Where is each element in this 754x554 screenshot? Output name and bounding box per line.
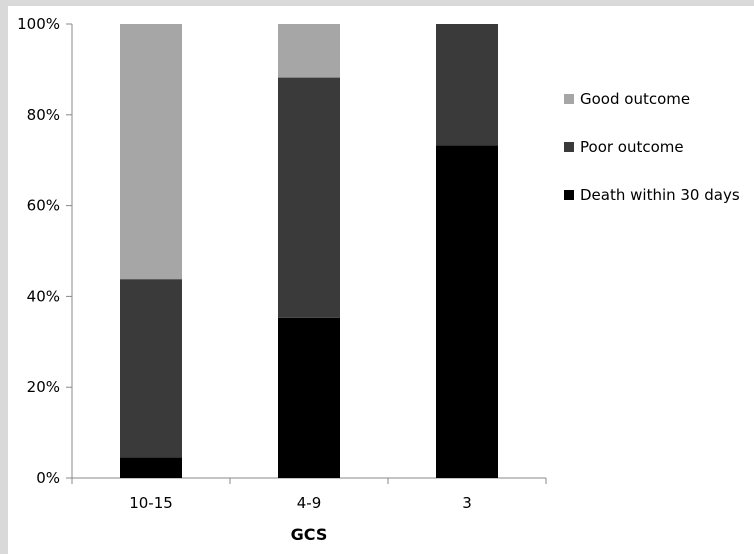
x-axis-ticks: 10-15 4-9 3	[71, 478, 547, 512]
stacked-bar-chart: 0% 20% 40% 60% 80% 100% 10-15 4-9 3 GCS Good ou…	[17, 15, 740, 544]
bar-segment-poor-outcome	[120, 279, 182, 458]
y-axis-ticks: 0% 20% 40% 60% 80% 100%	[17, 15, 72, 487]
legend-label: Death within 30 days	[580, 186, 740, 204]
y-tick-label: 20%	[27, 378, 60, 396]
x-tick-label: 3	[462, 494, 472, 512]
y-tick-label: 0%	[36, 469, 60, 487]
bar-segment-good-outcome	[120, 24, 182, 280]
legend: Good outcome Poor outcome Death within 30 …	[564, 90, 740, 204]
x-tick-label: 10-15	[129, 494, 173, 512]
bar-segment-good-outcome	[278, 24, 340, 78]
bar-segment-death-within-30-days	[120, 457, 182, 478]
y-tick-label: 60%	[27, 197, 60, 215]
legend-label: Good outcome	[580, 90, 690, 108]
y-tick-label: 40%	[27, 287, 60, 305]
bar-segment-death-within-30-days	[436, 145, 498, 478]
bar-segment-poor-outcome	[278, 77, 340, 318]
legend-label: Poor outcome	[580, 138, 684, 156]
y-tick-label: 100%	[17, 15, 60, 33]
bar-segment-poor-outcome	[436, 24, 498, 146]
chart-frame: 0% 20% 40% 60% 80% 100% 10-15 4-9 3 GCS Good ou…	[8, 6, 754, 554]
bars	[120, 24, 498, 478]
y-tick-label: 80%	[27, 106, 60, 124]
legend-swatch	[564, 190, 574, 200]
x-tick-label: 4-9	[297, 494, 322, 512]
bar-segment-death-within-30-days	[278, 317, 340, 478]
x-axis-title: GCS	[291, 525, 328, 544]
legend-swatch	[564, 142, 574, 152]
legend-swatch	[564, 94, 574, 104]
